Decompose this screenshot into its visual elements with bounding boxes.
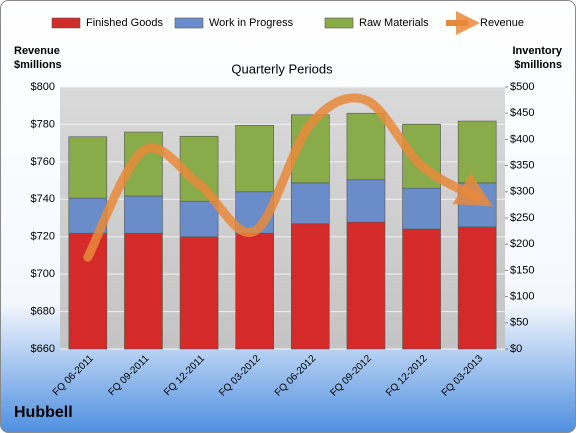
y2-tick-label: $500 [510,81,534,93]
chart-title: Quarterly Periods [231,61,333,76]
y-tick-label: $680 [31,305,55,317]
y-tick-label: $780 [31,118,55,130]
legend-label: Work in Progress [209,17,294,29]
y-tick-label: $700 [31,268,55,280]
bar-segment [402,187,441,230]
bar-segment [402,228,441,350]
legend-label: Raw Materials [359,17,429,29]
bar-segment [291,223,330,350]
bar-segment [346,179,386,223]
y2-tick-label: $150 [510,264,534,276]
y2-axis-label: Inventory [512,45,562,57]
y2-tick-label: $350 [510,160,534,172]
legend-swatch [174,17,204,29]
bar-segment [124,232,163,350]
y-tick-label: $740 [31,193,55,205]
legend-swatch [324,17,354,29]
y-tick-label: $720 [31,231,55,243]
y-tick-label: $800 [31,81,55,93]
bar-segment [346,112,386,181]
legend-swatch [51,17,81,29]
y2-tick-label: $50 [510,317,528,329]
y2-tick-label: $0 [510,343,522,355]
y2-axis-label: $millions [514,59,562,71]
bar-segment [346,221,386,350]
bar-segment [68,136,108,199]
y-tick-label: $760 [31,156,55,168]
y-tick-label: $660 [31,343,55,355]
y2-tick-label: $100 [510,291,534,303]
revenue-line [83,93,493,262]
y2-tick-label: $250 [510,212,534,224]
y2-tick-label: $450 [510,107,534,119]
bar-segment [124,195,163,234]
y2-tick-label: $200 [510,238,534,250]
bar-segment [457,226,497,350]
bar-segment [235,232,274,350]
bar-segment [235,124,274,193]
legend-label: Finished Goods [86,17,164,29]
y2-tick-label: $400 [510,133,534,145]
bar-segment [457,120,497,184]
y2-tick-label: $300 [510,186,534,198]
y-axis-label: $millions [14,59,62,71]
legend-label: Revenue [480,17,524,29]
bar-segment [179,200,219,238]
bar-segment [291,182,330,225]
brand: Hubbell [14,404,73,421]
y-axis-label: Revenue [14,45,60,57]
bar-segment [179,236,219,350]
